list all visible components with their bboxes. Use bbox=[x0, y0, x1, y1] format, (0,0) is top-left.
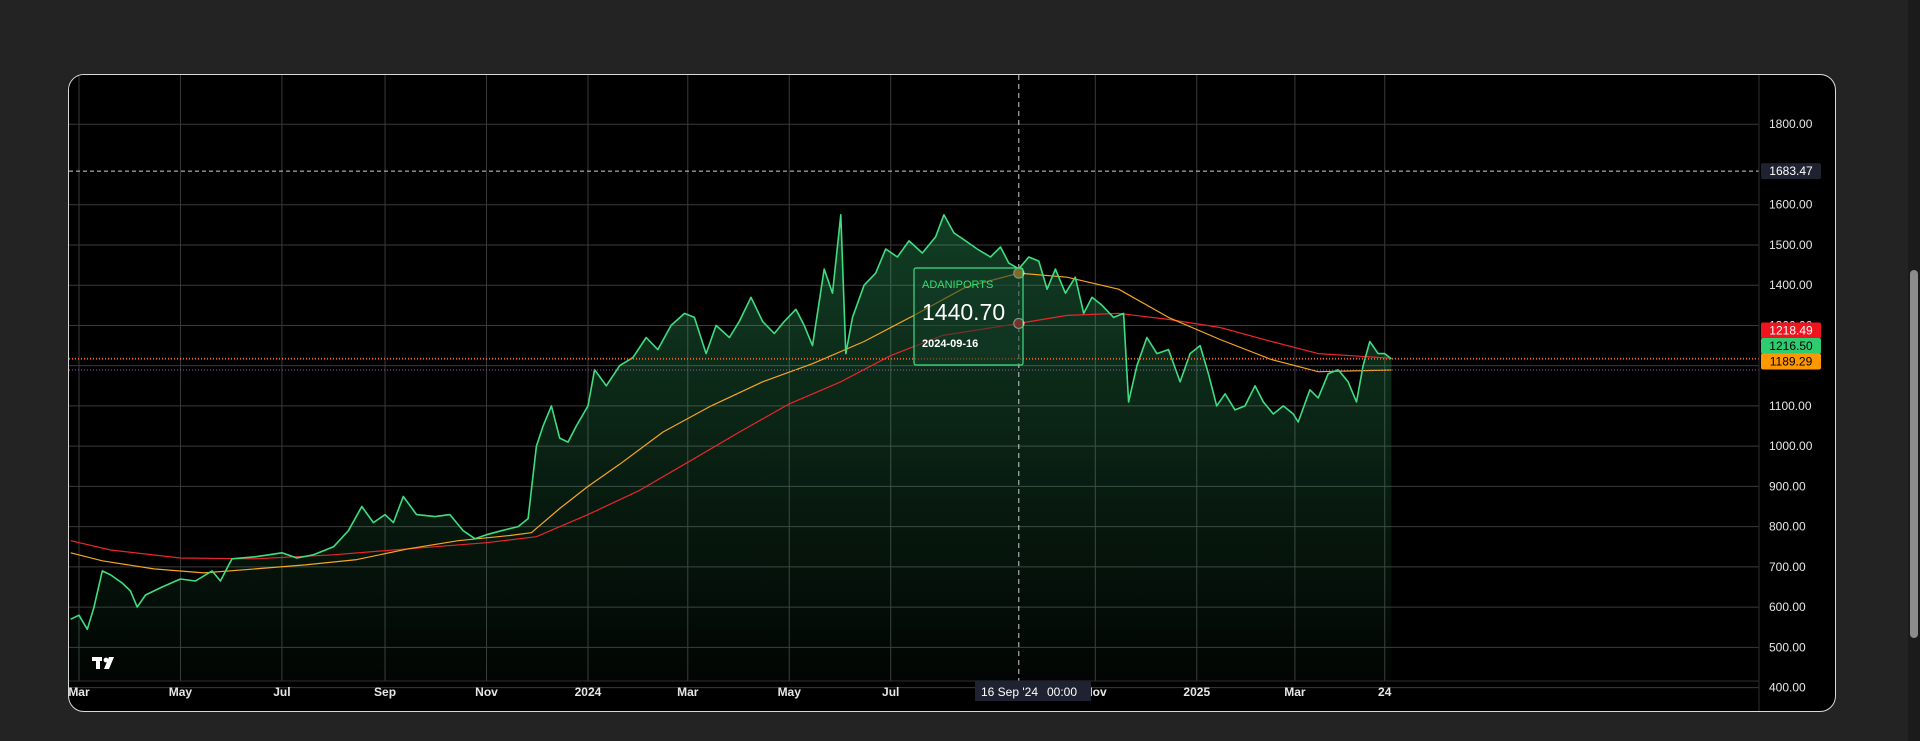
y-tick-label: 800.00 bbox=[1769, 520, 1806, 534]
x-tick-label: Jul bbox=[882, 685, 899, 699]
crosshair-date-text: 16 Sep '24 bbox=[981, 685, 1038, 699]
tooltip-value: 1440.70 bbox=[922, 299, 1005, 325]
y-tick-label: 400.00 bbox=[1769, 681, 1806, 695]
x-tick-label: May bbox=[778, 685, 802, 699]
y-tick-label: 700.00 bbox=[1769, 560, 1806, 574]
x-tick-label: 2024 bbox=[575, 685, 602, 699]
y-tick-label: 1400.00 bbox=[1769, 278, 1813, 292]
y-tick-label: 1800.00 bbox=[1769, 117, 1813, 131]
x-tick-label: Mar bbox=[677, 685, 699, 699]
y-tick-label: 1000.00 bbox=[1769, 439, 1813, 453]
price-area bbox=[70, 214, 1392, 682]
tooltip: ADANIPORTS 1440.70 2024-09-16 bbox=[913, 267, 1024, 366]
tooltip-frame bbox=[913, 267, 1024, 366]
crosshair-date-label: 16 Sep '24 00:00 bbox=[975, 681, 1091, 701]
y-tick-label: 1600.00 bbox=[1769, 198, 1813, 212]
price-tag-bg bbox=[1761, 163, 1821, 180]
price-tag-bg bbox=[1761, 322, 1821, 339]
price-tag-bg bbox=[1761, 353, 1821, 370]
price-tag-bg bbox=[1761, 338, 1821, 354]
price-chart[interactable]: 400.00 500.00 600.00 700.00 800.00 900.00 1000… bbox=[69, 75, 1836, 712]
reference-lines bbox=[69, 170, 1759, 371]
x-tick-label: Nov bbox=[475, 685, 498, 699]
x-tick-label: 2025 bbox=[1183, 685, 1210, 699]
y-tick-label: 900.00 bbox=[1769, 479, 1806, 493]
x-tick-label: Mar bbox=[69, 685, 90, 699]
y-tick-label: 1500.00 bbox=[1769, 238, 1813, 252]
tradingview-logo-icon: TV bbox=[92, 657, 114, 669]
scrollbar-thumb[interactable] bbox=[1910, 270, 1918, 638]
price-tag-label: 1683.47 bbox=[1769, 164, 1813, 178]
crosshair-label-bg bbox=[975, 681, 1091, 701]
crosshair-time-text: 00:00 bbox=[1047, 685, 1077, 699]
ma-orange-line bbox=[70, 272, 1392, 574]
chart-card: 400.00 500.00 600.00 700.00 800.00 900.00 1000… bbox=[68, 74, 1836, 712]
x-tick-label: Jul bbox=[273, 685, 290, 699]
tooltip-date: 2024-09-16 bbox=[922, 338, 978, 350]
x-tick-label: 24 bbox=[1378, 685, 1392, 699]
x-axis: Mar May Jul Sep Nov 2024 Mar May Jul Nov 2025 Mar 24 bbox=[69, 680, 1759, 699]
price-tag-label: 1189.29 bbox=[1770, 355, 1813, 369]
x-tick-label: Sep bbox=[374, 685, 396, 699]
price-area-fill bbox=[70, 214, 1392, 682]
series-lines bbox=[70, 214, 1392, 631]
y-tick-label: 500.00 bbox=[1769, 640, 1806, 654]
y-tick-label: 600.00 bbox=[1769, 600, 1806, 614]
x-tick-label: Mar bbox=[1284, 685, 1306, 699]
price-tag-label: 1216.50 bbox=[1769, 339, 1813, 353]
tooltip-symbol: ADANIPORTS bbox=[922, 279, 993, 291]
y-tick-label: 1100.00 bbox=[1769, 399, 1812, 413]
price-tag-label: 1218.49 bbox=[1769, 324, 1813, 338]
price-line bbox=[70, 214, 1392, 631]
x-tick-label: May bbox=[169, 685, 193, 699]
